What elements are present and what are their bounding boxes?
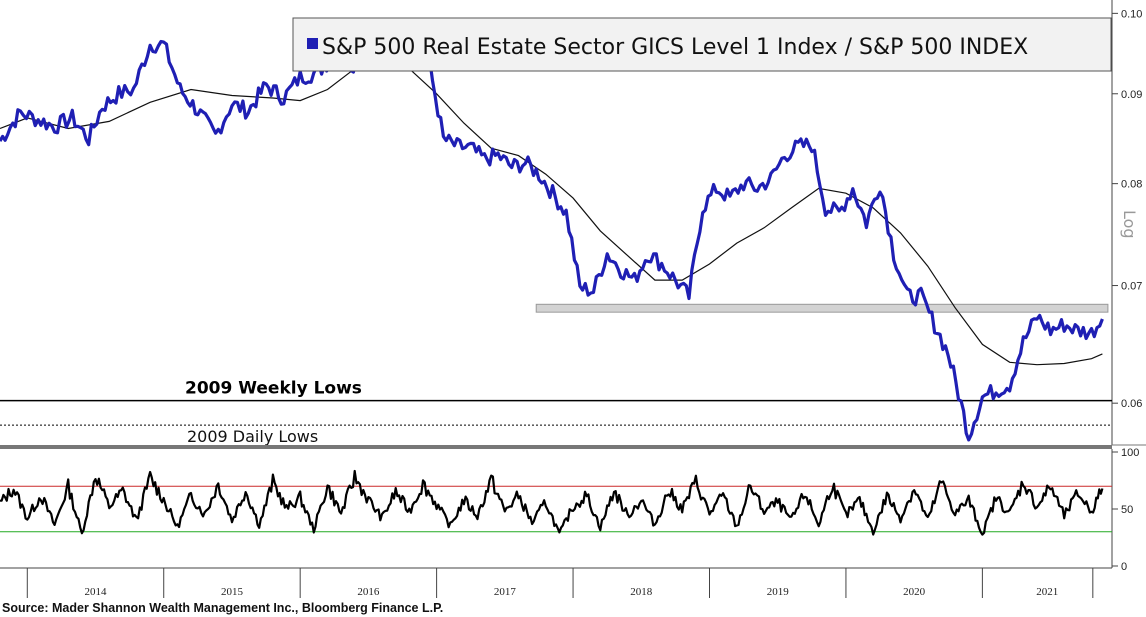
rsi-y-ticks: 100 50 0 [1112, 447, 1139, 573]
rsi-y-tick-label: 50 [1121, 504, 1133, 516]
moving-average-line [0, 51, 1103, 366]
main-panel: 2009 Weekly Lows 2009 Daily Lows 0.10 0.0… [0, 0, 1142, 446]
x-tick-label: 2016 [357, 586, 380, 598]
panel-separator [0, 445, 1112, 449]
rsi-y-tick-label: 100 [1121, 447, 1139, 459]
x-tick-label: 2015 [221, 586, 244, 598]
x-axis: 2014 2015 2016 2017 2018 2019 2020 2021 [0, 567, 1112, 598]
x-tick-label: 2019 [767, 586, 790, 598]
legend-title: S&P 500 Real Estate Sector GICS Level 1 … [322, 35, 1028, 60]
main-y-tick-label: 0.09 [1121, 89, 1142, 101]
x-tick-label: 2021 [1036, 586, 1058, 598]
rsi-panel: 100 50 0 [0, 447, 1139, 573]
main-y-tick-label: 0.08 [1121, 179, 1142, 191]
x-tick-label: 2017 [494, 586, 517, 598]
x-ticks: 2014 2015 2016 2017 2018 2019 2020 2021 [26, 568, 1094, 598]
legend-box [292, 17, 1112, 72]
main-y-tick-label: 0.06 [1121, 398, 1142, 410]
weekly-lows-label: 2009 Weekly Lows [185, 379, 362, 399]
main-y-ticks: 0.10 0.09 0.08 0.07 0.06 [1112, 8, 1142, 410]
main-y-tick-label: 0.10 [1121, 8, 1142, 20]
x-tick-label: 2020 [903, 586, 926, 598]
rsi-series-line [0, 469, 1104, 536]
main-y-tick-label: 0.07 [1121, 281, 1142, 293]
x-tick-label: 2014 [85, 586, 108, 598]
resistance-band [535, 303, 1109, 313]
legend-swatch [307, 38, 318, 49]
x-tick-label: 2018 [630, 586, 653, 598]
ratio-series-line [0, 24, 1104, 442]
daily-lows-label: 2009 Daily Lows [187, 427, 318, 446]
rsi-y-tick-label: 0 [1121, 561, 1127, 573]
log-scale-label: Log [1120, 210, 1139, 239]
source-note: Source: Mader Shannon Wealth Management … [2, 601, 444, 615]
legend: S&P 500 Real Estate Sector GICS Level 1 … [292, 17, 1112, 72]
